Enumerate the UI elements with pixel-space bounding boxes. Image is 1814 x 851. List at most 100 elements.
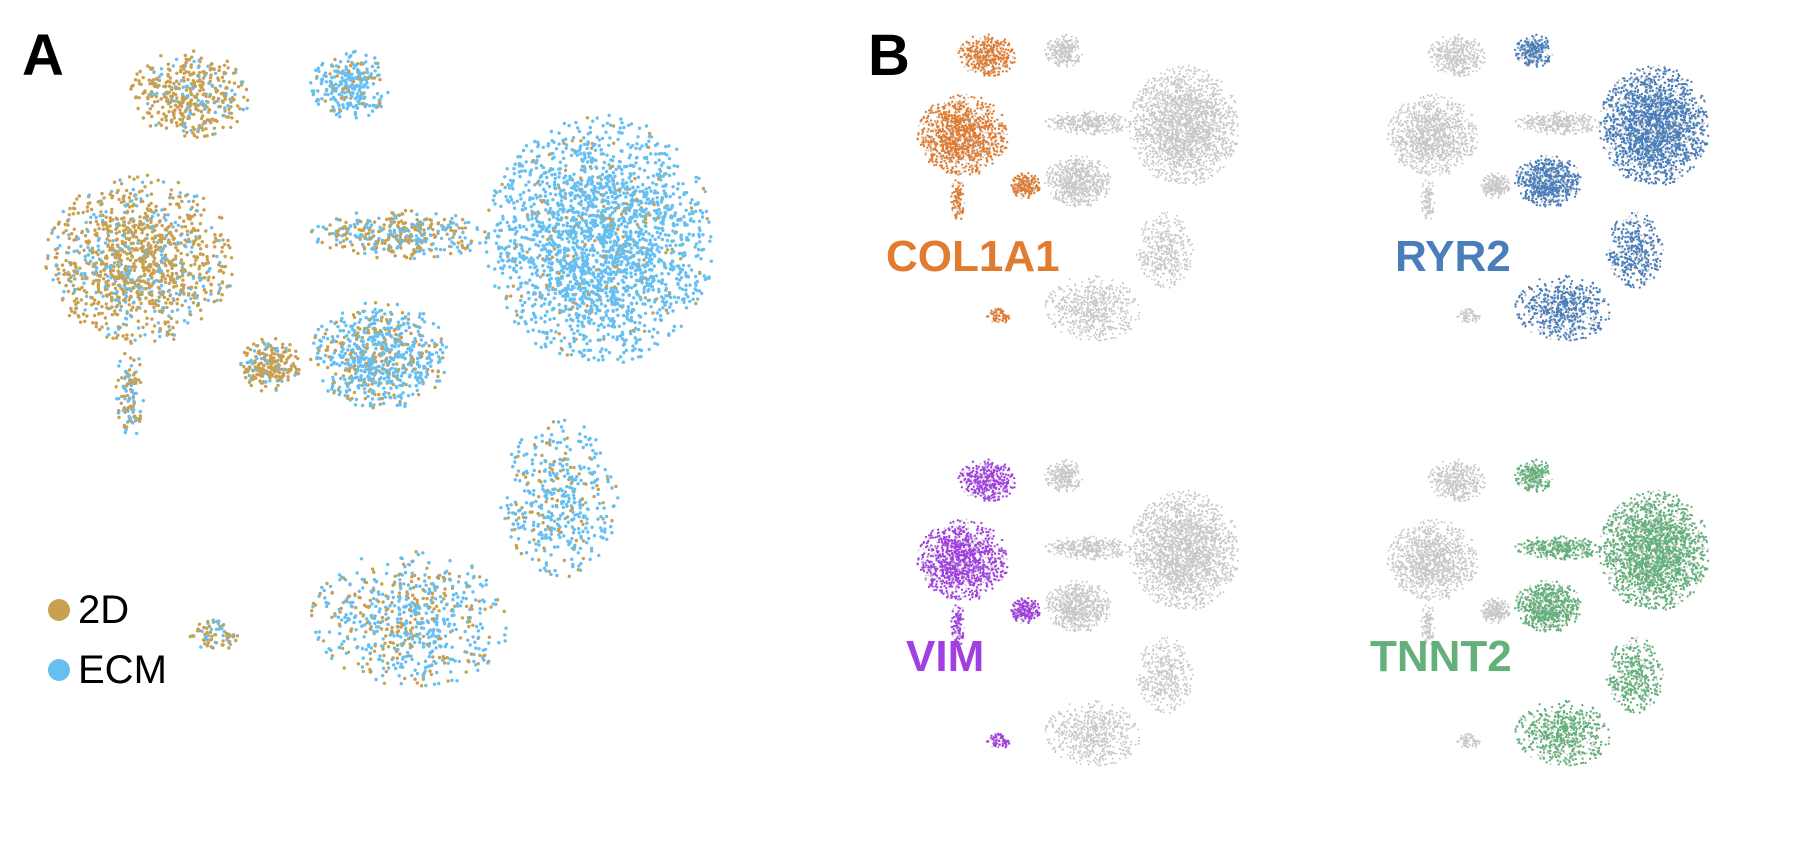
point-ecm (447, 624, 451, 628)
point-ecm (580, 251, 584, 255)
point-ecm (72, 273, 76, 277)
point-ecm (593, 303, 597, 307)
point-ecm (566, 539, 570, 543)
point-ecm (572, 258, 577, 262)
point-ecm (573, 182, 577, 186)
point-ecm (443, 622, 447, 626)
point-ecm (520, 303, 525, 307)
point-ecm (534, 271, 538, 275)
point-2d (125, 211, 129, 215)
point-ecm (418, 637, 422, 641)
point-ecm (533, 229, 537, 233)
point-ecm (442, 248, 447, 252)
point-2d (343, 368, 348, 372)
point-ecm (642, 323, 647, 328)
point-ecm (687, 212, 692, 216)
point-2d (199, 317, 204, 321)
point-ecm (569, 204, 573, 208)
point-ecm (204, 635, 208, 640)
point-ecm (543, 494, 547, 498)
point-ecm (399, 635, 403, 639)
point-ecm (676, 182, 681, 186)
point-2d (405, 590, 409, 594)
point-ecm (453, 659, 457, 663)
point-ecm (668, 243, 672, 248)
point-ecm (322, 588, 326, 593)
point-ecm (413, 668, 417, 672)
point-ecm (338, 60, 343, 64)
point-ecm (620, 337, 625, 341)
point-ecm (195, 194, 199, 198)
point-2d (108, 216, 113, 220)
point-2d (138, 334, 143, 338)
point-ecm (613, 188, 618, 193)
point-ecm (613, 255, 617, 259)
point-ecm (344, 613, 348, 617)
point-ecm (491, 198, 495, 202)
point-2d (124, 188, 129, 193)
point-ecm (670, 216, 674, 220)
point-2d (221, 238, 225, 242)
point-ecm (384, 332, 389, 336)
point-ecm (324, 650, 328, 654)
point-ecm (320, 324, 324, 328)
point-2d (145, 215, 149, 219)
point-ecm (605, 121, 610, 126)
point-ecm (437, 355, 441, 359)
point-ecm (562, 188, 566, 192)
point-2d (136, 175, 140, 179)
point-2d (452, 229, 456, 233)
point-ecm (252, 349, 257, 353)
point-ecm (672, 266, 676, 271)
point-ecm (624, 348, 629, 352)
point-ecm (443, 634, 448, 638)
point-2d (396, 624, 400, 629)
point-2d (149, 180, 153, 185)
point-ecm (369, 646, 374, 650)
point-ecm (517, 275, 521, 280)
point-ecm (552, 316, 556, 321)
point-2d (123, 267, 127, 271)
point-ecm (632, 243, 636, 247)
point-2d (131, 241, 135, 245)
point-ecm (464, 596, 468, 601)
point-ecm (372, 95, 376, 100)
point-2d (347, 594, 352, 598)
point-ecm (213, 640, 217, 645)
point-ecm (372, 318, 377, 322)
point-2d (386, 370, 391, 374)
point-ecm (632, 296, 636, 300)
point-2d (176, 105, 180, 109)
point-ecm (541, 234, 545, 239)
point-2d (128, 258, 133, 262)
point-2d (150, 114, 154, 119)
point-2d (232, 81, 237, 85)
point-2d (114, 231, 119, 235)
point-ecm (567, 499, 571, 504)
point-ecm (517, 509, 521, 513)
point-ecm (517, 450, 521, 454)
point-ecm (505, 503, 509, 508)
point-2d (406, 342, 410, 347)
point-ecm (353, 372, 358, 376)
point-ecm (612, 226, 616, 230)
point-ecm (551, 215, 556, 219)
point-ecm (468, 248, 472, 253)
point-ecm (209, 292, 213, 296)
point-2d (439, 337, 443, 341)
point-ecm (362, 83, 366, 88)
point-2d (153, 234, 158, 238)
point-ecm (573, 478, 578, 482)
point-ecm (403, 401, 407, 406)
point-ecm (612, 239, 616, 243)
point-2d (127, 175, 132, 179)
point-ecm (157, 74, 162, 79)
point-ecm (592, 533, 597, 538)
point-ecm (596, 338, 600, 342)
point-2d (375, 255, 379, 260)
point-ecm (538, 291, 542, 295)
point-ecm (527, 188, 531, 193)
point-2d (403, 676, 407, 681)
point-ecm (653, 189, 657, 193)
point-ecm (576, 193, 580, 197)
